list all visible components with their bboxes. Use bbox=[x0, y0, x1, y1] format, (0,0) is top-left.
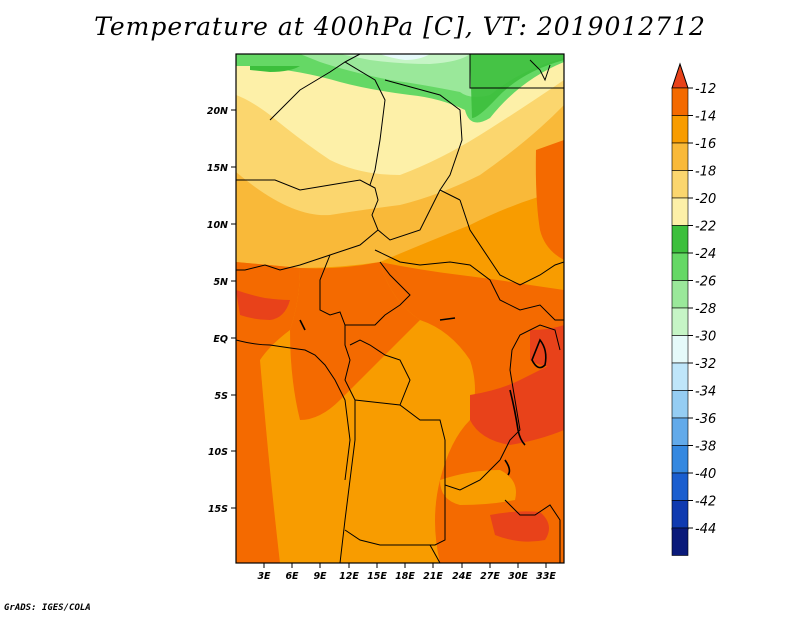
colorbar-label: -24 bbox=[695, 247, 716, 262]
colorbar-swatch bbox=[671, 417, 689, 446]
colorbar-swatch bbox=[671, 225, 689, 254]
colorbar-label: -14 bbox=[695, 110, 716, 125]
lat-label: 5S bbox=[215, 391, 229, 402]
colorbar-swatch bbox=[671, 445, 689, 474]
colorbar-swatch bbox=[671, 142, 689, 171]
colorbar-label: -36 bbox=[695, 412, 716, 427]
colorbar-label: -20 bbox=[695, 192, 716, 207]
colorbar-label: -40 bbox=[695, 467, 716, 482]
colorbar: -12 -14 -16 -18 -20 -22 -24 -26 -28 -30 -32 -34 -36 -… bbox=[671, 62, 716, 556]
lat-label: 10N bbox=[207, 220, 228, 231]
lon-label: 15E bbox=[367, 571, 387, 582]
lat-label: 20N bbox=[207, 106, 228, 117]
colorbar-swatch bbox=[671, 335, 689, 364]
lakes bbox=[299, 317, 547, 476]
credit-label: GrADS: IGES/COLA bbox=[4, 603, 91, 613]
colorbar-label: -12 bbox=[695, 82, 716, 97]
colorbar-swatch bbox=[671, 170, 689, 199]
colorbar-swatch bbox=[671, 252, 689, 281]
map-frame bbox=[235, 53, 565, 564]
latitude-axis: 20N 15N 10N 5N EQ 5S 10S 15S bbox=[207, 106, 236, 515]
colorbar-swatch bbox=[671, 197, 689, 226]
colorbar-swatch bbox=[671, 500, 689, 529]
colorbar-label: -26 bbox=[695, 275, 716, 290]
colorbar-swatch bbox=[671, 472, 689, 501]
colorbar-swatch bbox=[671, 307, 689, 336]
temperature-field bbox=[236, 54, 564, 563]
lon-label: 12E bbox=[339, 571, 359, 582]
colorbar-top-arrow bbox=[671, 62, 689, 89]
colorbar-label: -38 bbox=[695, 440, 716, 455]
lon-label: 24E bbox=[452, 571, 472, 582]
colorbar-label: -34 bbox=[695, 385, 716, 400]
lon-label: 6E bbox=[285, 571, 299, 582]
colorbar-label: -28 bbox=[695, 302, 716, 317]
map-title: Temperature at 400hPa [C], VT: 201901271… bbox=[94, 12, 706, 41]
lat-label: 15S bbox=[208, 504, 228, 515]
lon-label: 18E bbox=[395, 571, 415, 582]
lon-label: 27E bbox=[480, 571, 500, 582]
colorbar-label: -30 bbox=[695, 330, 716, 345]
colorbar-swatch bbox=[671, 390, 689, 419]
colorbar-swatch bbox=[671, 280, 689, 309]
colorbar-label: -44 bbox=[695, 522, 716, 537]
lon-label: 3E bbox=[257, 571, 271, 582]
colorbar-label: -32 bbox=[695, 357, 716, 372]
colorbar-swatch bbox=[671, 362, 689, 391]
colorbar-label: -16 bbox=[695, 137, 716, 152]
lon-label: 21E bbox=[423, 571, 443, 582]
colorbar-label: -42 bbox=[695, 495, 716, 510]
colorbar-swatch bbox=[671, 527, 689, 556]
lat-label: EQ bbox=[213, 334, 228, 345]
colorbar-label: -22 bbox=[695, 220, 716, 235]
country-borders bbox=[236, 54, 564, 563]
lon-label: 9E bbox=[313, 571, 327, 582]
lon-label: 33E bbox=[536, 571, 556, 582]
lat-label: 5N bbox=[213, 277, 228, 288]
colorbar-swatch bbox=[671, 115, 689, 144]
lat-label: 15N bbox=[207, 163, 228, 174]
colorbar-label: -18 bbox=[695, 165, 716, 180]
colorbar-swatch bbox=[671, 87, 689, 116]
longitude-axis: 3E 6E 9E 12E 15E 18E 21E 24E 27E 30E 33E bbox=[257, 563, 556, 582]
lon-label: 30E bbox=[508, 571, 528, 582]
lat-label: 10S bbox=[208, 447, 228, 458]
